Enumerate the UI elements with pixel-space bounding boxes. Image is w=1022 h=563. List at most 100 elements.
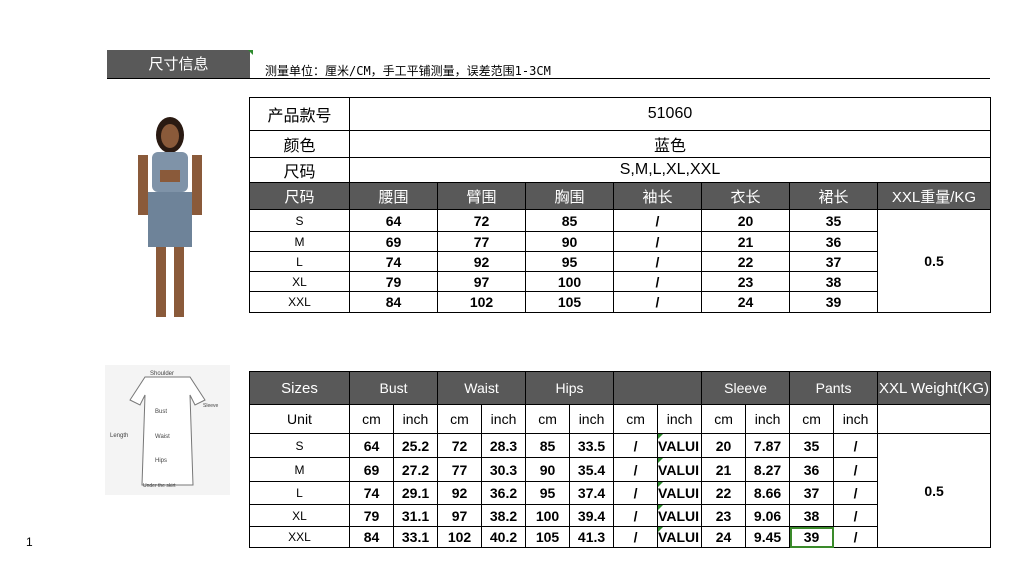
table-cell: 21 bbox=[701, 231, 790, 252]
cn-size-table: 产品款号 51060 颜色 蓝色 尺码 S,M,L,XL,XXL 尺码 腰围 臂围 胸围 袖长… bbox=[249, 97, 991, 313]
table-cell: inch bbox=[657, 404, 703, 434]
table-cell: 97 bbox=[437, 504, 483, 527]
table-cell: 84 bbox=[349, 526, 394, 548]
table-cell: S bbox=[249, 433, 350, 458]
column-header: 衣长 bbox=[701, 182, 790, 210]
table-cell: 27.2 bbox=[392, 457, 439, 482]
table-cell: 39 bbox=[789, 526, 835, 548]
column-header: XXL Weight(KG) bbox=[877, 371, 992, 405]
table-cell: 72 bbox=[437, 209, 526, 232]
table-cell: 64 bbox=[349, 433, 394, 458]
table-cell: 31.1 bbox=[392, 504, 439, 527]
label: 颜色 bbox=[249, 130, 350, 158]
table-cell: 22 bbox=[701, 251, 790, 272]
diagram-label: Under the skirt bbox=[143, 483, 176, 489]
table-cell: 38.2 bbox=[481, 504, 527, 527]
table-row: XXL 84 102 105/24 39 bbox=[249, 291, 991, 313]
column-header bbox=[613, 371, 703, 405]
table-cell: / bbox=[613, 271, 702, 292]
table-cell: inch bbox=[833, 404, 879, 434]
table-cell: / bbox=[613, 291, 702, 313]
column-header: Sizes bbox=[249, 371, 350, 405]
table-cell: 36 bbox=[789, 457, 835, 482]
garment-diagram: Shoulder Sleeve Bust Waist Hips Length U… bbox=[105, 365, 230, 495]
table-row: L 74 92 95/22 37 bbox=[249, 251, 991, 272]
table-row: L 74 29.1 92 36.2 95 37.4/VALUI 22 8.66 37/ bbox=[249, 481, 991, 505]
table-cell: cm bbox=[701, 404, 747, 434]
table-cell: L bbox=[249, 481, 350, 505]
table-cell: 8.27 bbox=[745, 457, 791, 482]
column-header: 胸围 bbox=[525, 182, 614, 210]
diagram-label: Hips bbox=[155, 458, 167, 464]
table-cell: VALUI bbox=[657, 504, 703, 527]
column-header: XXL重量/KG bbox=[877, 182, 991, 210]
table-cell: XXL bbox=[249, 291, 350, 313]
divider bbox=[107, 78, 990, 79]
table-cell: / bbox=[613, 251, 702, 272]
table-cell: 90 bbox=[525, 231, 614, 252]
table-cell: 100 bbox=[525, 504, 571, 527]
table-cell: inch bbox=[745, 404, 791, 434]
table-cell: 105 bbox=[525, 291, 614, 313]
table-cell: / bbox=[833, 457, 879, 482]
column-header: 袖长 bbox=[613, 182, 702, 210]
table-cell: 41.3 bbox=[569, 526, 615, 548]
label: 产品款号 bbox=[249, 97, 350, 131]
table-cell: 85 bbox=[525, 209, 614, 232]
table-cell: 23 bbox=[701, 271, 790, 292]
section-title: 尺寸信息 bbox=[107, 50, 250, 79]
table-cell: 69 bbox=[349, 457, 394, 482]
table-cell: 24 bbox=[701, 291, 790, 313]
column-header: 臂围 bbox=[437, 182, 526, 210]
table-row: XXL 84 33.1 102 40.2 105 41.3/VALUI 24 9.45 39/ bbox=[249, 526, 991, 548]
table-cell: 97 bbox=[437, 271, 526, 292]
table-cell: 37.4 bbox=[569, 481, 615, 505]
table-cell: / bbox=[833, 481, 879, 505]
column-header: Waist bbox=[437, 371, 527, 405]
table-cell: 92 bbox=[437, 251, 526, 272]
table-cell: 35 bbox=[789, 209, 878, 232]
table-cell: 9.06 bbox=[745, 504, 791, 527]
column-header: Bust bbox=[348, 371, 439, 405]
measurement-note: 测量单位：厘米/CM，手工平铺测量，误差范围1-3CM bbox=[265, 64, 551, 78]
table-cell: / bbox=[613, 209, 702, 232]
table-cell: 72 bbox=[437, 433, 483, 458]
table-cell: 95 bbox=[525, 481, 571, 505]
table-cell: VALUI bbox=[657, 457, 703, 482]
table-cell: 100 bbox=[525, 271, 614, 292]
table-row: XL 79 31.1 97 38.2 100 39.4/VALUI 23 9.06 38/ bbox=[249, 504, 991, 527]
table-cell: 24 bbox=[701, 526, 747, 548]
color-value: 蓝色 bbox=[349, 130, 991, 158]
product-photo bbox=[138, 117, 202, 317]
table-cell: 20 bbox=[701, 433, 747, 458]
table-cell: 79 bbox=[349, 504, 394, 527]
table-cell: 39.4 bbox=[569, 504, 615, 527]
column-header: Sleeve bbox=[701, 371, 791, 405]
table-cell: inch bbox=[481, 404, 527, 434]
diagram-label: Bust bbox=[155, 409, 167, 415]
table-cell: / bbox=[613, 504, 659, 527]
table-cell: 9.45 bbox=[745, 526, 791, 548]
table-cell: 95 bbox=[525, 251, 614, 272]
table-cell: 74 bbox=[349, 251, 438, 272]
table-cell: 39 bbox=[789, 291, 878, 313]
table-cell: 36.2 bbox=[481, 481, 527, 505]
table-cell: 25.2 bbox=[392, 433, 439, 458]
page-number: 1 bbox=[26, 535, 33, 549]
diagram-label: Waist bbox=[155, 434, 170, 440]
table-cell: Unit bbox=[249, 404, 350, 434]
product-number: 51060 bbox=[349, 97, 991, 131]
table-cell: M bbox=[249, 457, 350, 482]
table-cell: / bbox=[613, 526, 659, 548]
table-cell: XL bbox=[249, 504, 350, 527]
table-row: M 69 27.2 77 30.3 90 35.4/VALUI 21 8.27 36/ bbox=[249, 457, 991, 482]
diagram-label: Shoulder bbox=[150, 371, 174, 377]
table-cell: 40.2 bbox=[481, 526, 527, 548]
table-cell: XXL bbox=[249, 526, 350, 548]
table-cell: / bbox=[833, 504, 879, 527]
table-cell: 102 bbox=[437, 291, 526, 313]
table-cell: 33.1 bbox=[392, 526, 439, 548]
table-cell: 28.3 bbox=[481, 433, 527, 458]
table-cell: 37 bbox=[789, 481, 835, 505]
table-cell: 92 bbox=[437, 481, 483, 505]
